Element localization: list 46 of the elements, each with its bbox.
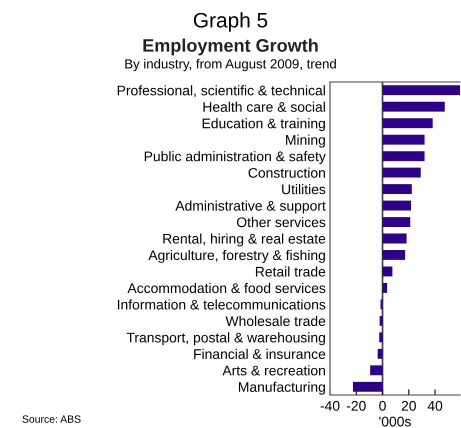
y-tick-label: Other services bbox=[236, 216, 326, 228]
y-tick-label: Administrative & support bbox=[175, 200, 326, 214]
bar bbox=[382, 250, 406, 260]
bar bbox=[382, 200, 412, 210]
x-tick-label: 40 bbox=[428, 400, 442, 411]
y-tick-label: Arts & recreation bbox=[222, 365, 325, 376]
y-tick-label: Information & telecommunications bbox=[118, 299, 326, 310]
y-tick-label: Agriculture, forestry & fishing bbox=[148, 250, 325, 263]
y-tick-label: Accommodation & food services bbox=[127, 282, 326, 294]
chart-title: Graph 5 bbox=[194, 12, 268, 32]
bar bbox=[380, 316, 383, 326]
bar bbox=[352, 382, 383, 392]
y-tick-label: Financial & insurance bbox=[194, 348, 326, 359]
x-tick-label: 0 bbox=[379, 400, 386, 411]
source-note: Source: ABS bbox=[22, 415, 81, 423]
bar bbox=[382, 217, 410, 227]
y-tick-label: Rental, hiring & real estate bbox=[163, 233, 326, 246]
y-tick-label: Education & training bbox=[202, 118, 325, 132]
bar bbox=[378, 348, 383, 359]
bar bbox=[382, 102, 445, 112]
y-tick-label: Public administration & safety bbox=[144, 151, 326, 164]
bar bbox=[382, 85, 460, 96]
bar bbox=[382, 151, 425, 162]
chart-subtitle: Employment Growth By industry, from August 2009, trend bbox=[125, 38, 336, 72]
bar bbox=[382, 266, 392, 276]
y-tick-label: Wholesale trade bbox=[226, 316, 326, 326]
y-tick-label: Transport, postal & warehousing bbox=[126, 332, 325, 346]
bar bbox=[370, 365, 383, 376]
y-tick-label: Manufacturing bbox=[238, 382, 325, 395]
bar bbox=[382, 168, 421, 178]
bar bbox=[382, 234, 407, 244]
y-tick-label: Health care & social bbox=[203, 102, 325, 112]
y-tick-label: Professional, scientific & technical bbox=[118, 85, 325, 98]
x-tick-label: -40 bbox=[320, 400, 340, 411]
bar bbox=[382, 184, 412, 194]
bar bbox=[382, 134, 425, 145]
y-tick-label: Utilities bbox=[282, 184, 326, 194]
y-tick-label: Mining bbox=[286, 134, 325, 148]
bar bbox=[382, 118, 433, 128]
x-tick-label: 20 bbox=[402, 400, 416, 411]
y-tick-label: Construction bbox=[248, 168, 325, 178]
bar bbox=[379, 332, 383, 342]
y-tick-label: Retail trade bbox=[256, 266, 326, 277]
x-axis-title: '000s bbox=[379, 416, 411, 426]
x-tick-label: -20 bbox=[346, 400, 366, 411]
bar bbox=[382, 282, 388, 293]
